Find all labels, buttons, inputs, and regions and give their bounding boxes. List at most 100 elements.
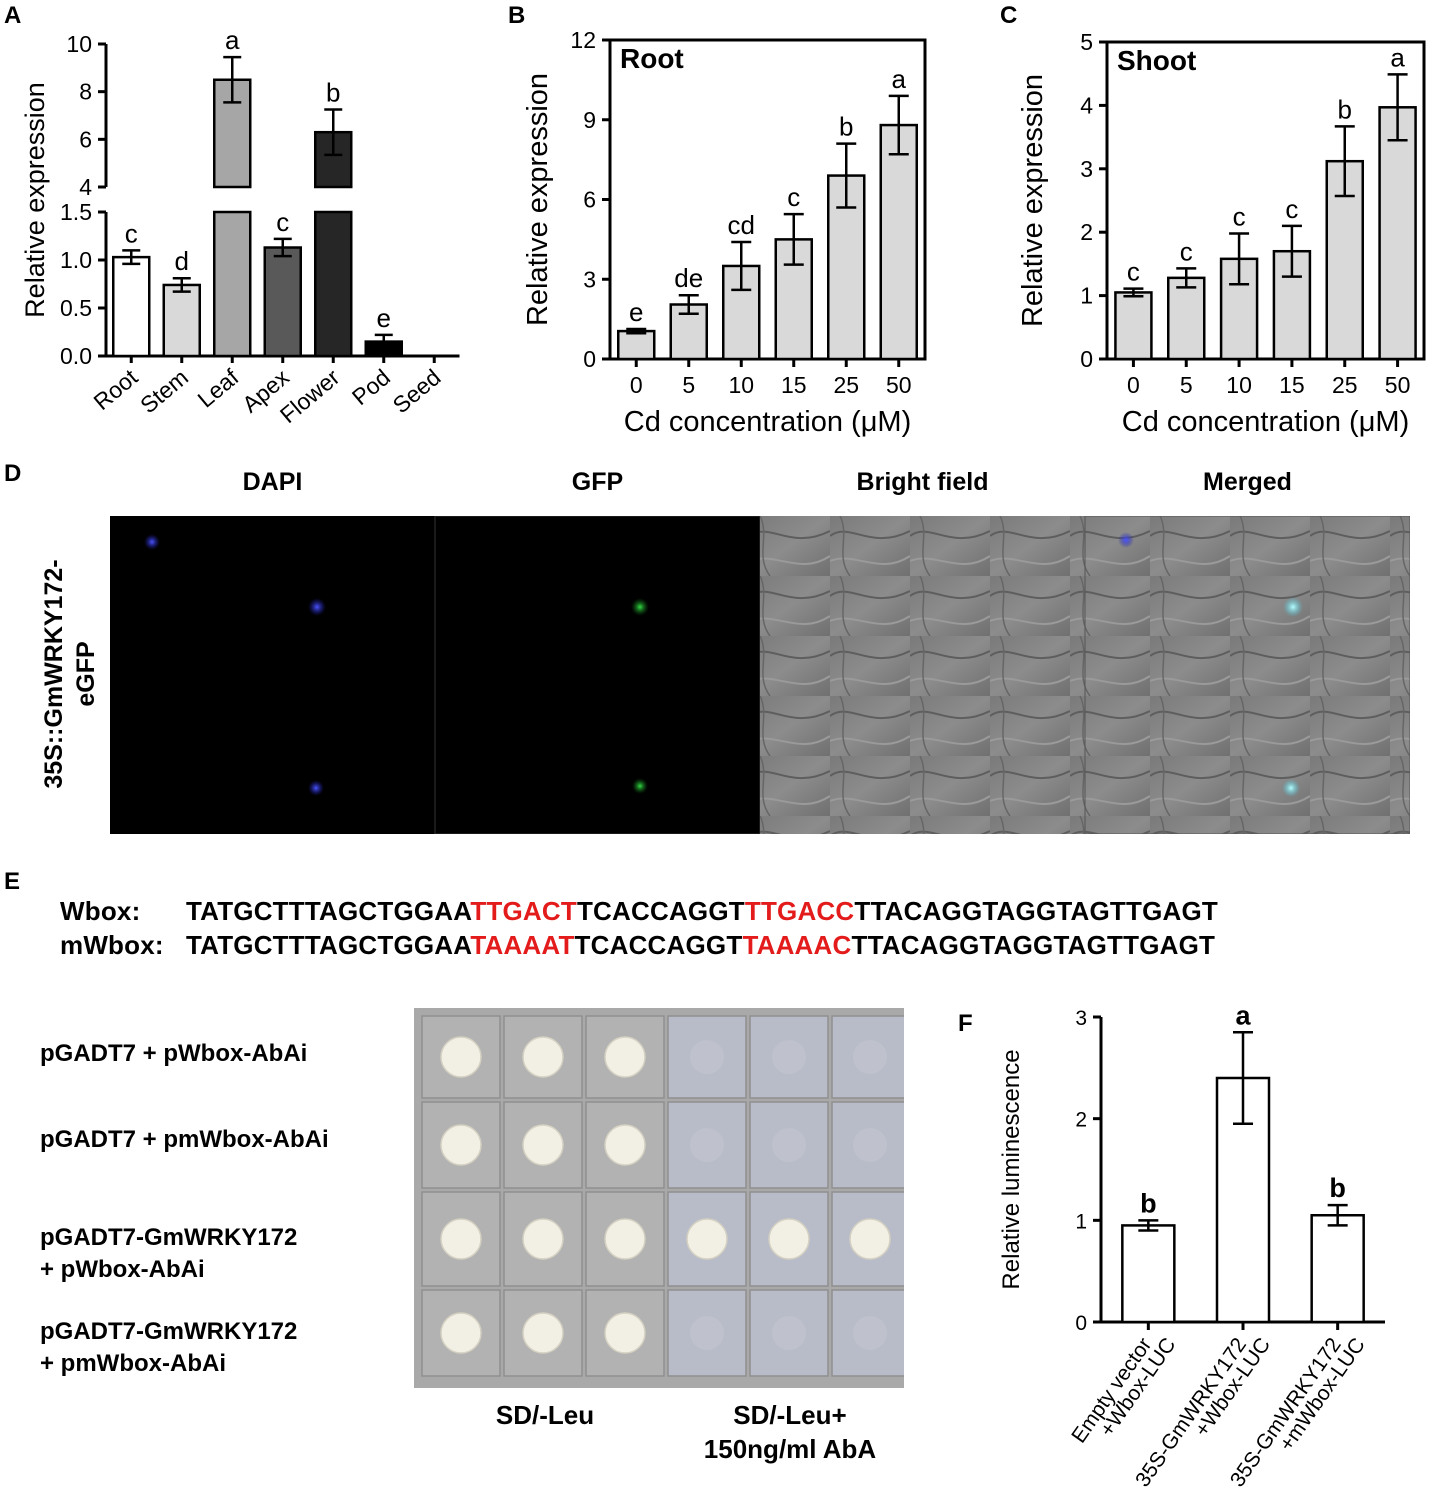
yeast-spot-faint: [690, 1128, 724, 1162]
chart-c-shoot-cd-expression: 0 1 2 3 4 5 Relative expression Shoot c 0 c 5 c 10 c 15…: [1017, 29, 1426, 438]
bar: [263, 246, 302, 358]
y-tick-label: 1: [1075, 1210, 1087, 1233]
bar: [879, 123, 918, 361]
significance-letter: cd: [728, 210, 755, 240]
x-tick-label: 15: [781, 372, 807, 398]
significance-letter: a: [225, 25, 240, 55]
wbox-seq-3: TTACAGGTAGGTAGTTGAGT: [854, 896, 1218, 926]
x-tick-label: Flower: [275, 364, 345, 428]
significance-letter: c: [125, 218, 138, 248]
yeast-colony: [440, 1124, 482, 1166]
x-tick-label: 5: [682, 372, 695, 398]
bar: [1121, 1224, 1176, 1324]
plot-frame: [1105, 40, 1426, 361]
chart-title: Root: [620, 43, 684, 74]
yeast-colony: [604, 1218, 646, 1260]
bright-field-image: [760, 516, 1085, 834]
mwbox-motif-1: TAAAAT: [470, 930, 575, 960]
yeast-colony: [440, 1036, 482, 1078]
chart-b-root-cd-expression: 0 3 6 9 12 Relative expression Root e 0 de 5 cd 10 c 1…: [522, 27, 927, 438]
bar: [213, 210, 252, 358]
x-axis-label: Cd concentration (μM): [624, 406, 911, 438]
y1h-row-label-line: pGADT7-GmWRKY172: [40, 1224, 298, 1251]
mwbox-seq-3: TTACAGGTAGGTAGTTGAGT: [851, 930, 1216, 960]
yeast-spot-faint: [853, 1040, 887, 1074]
yeast-spot-faint: [772, 1040, 806, 1074]
yeast-spot-faint: [853, 1316, 887, 1350]
yeast-spot-faint: [690, 1316, 724, 1350]
microscopy-row-label: 35S::GmWRKY172- eGFP: [38, 514, 104, 834]
mwbox-label: mWbox:: [60, 930, 164, 960]
y-axis-label: Relative expression: [522, 73, 554, 326]
x-tick-label: 0: [1127, 372, 1140, 398]
significance-letter: b: [1140, 1188, 1157, 1218]
y1h-row-label: pGADT7 + pmWbox-AbAi: [40, 1124, 329, 1156]
y-tick-label: 9: [583, 107, 596, 133]
bar: [617, 329, 656, 361]
y-tick-label: 3: [1080, 156, 1093, 182]
yeast-spot-faint: [690, 1040, 724, 1074]
mwbox-seq-1: TATGCTTTAGCTGGAA: [186, 930, 471, 960]
y-tick-label: 1.5: [60, 199, 92, 225]
y-tick-label: 2: [1080, 219, 1093, 245]
y-tick-label: 5: [1080, 29, 1093, 55]
row-label-line1: 35S::GmWRKY172-: [40, 559, 68, 789]
medium-label-sd-leu: SD/-Leu: [430, 1398, 660, 1432]
y-axis-label: Relative expression: [20, 82, 50, 318]
yeast-colony: [522, 1036, 564, 1078]
panel-letter-b: B: [508, 2, 526, 29]
y-axis-label: Relative luminescence: [998, 1049, 1025, 1289]
x-tick-label: Root: [89, 364, 143, 416]
panel-letter-c: C: [1000, 2, 1018, 29]
row-label-line2: eGFP: [72, 641, 100, 707]
y1h-row-label: pGADT7-GmWRKY172 + pWbox-AbAi: [40, 1222, 297, 1286]
column-header-gfp: GFP: [571, 468, 624, 496]
y-tick-label: 1.0: [60, 247, 92, 273]
significance-letter: d: [175, 246, 189, 276]
yeast-colony: [686, 1218, 728, 1260]
microscopy-headers: DAPI GFP Bright field Merged: [110, 468, 1410, 508]
y1h-row-label-line: + pWbox-AbAi: [40, 1256, 205, 1283]
dapi-nucleus: [308, 780, 324, 796]
yeast-colony: [604, 1036, 646, 1078]
significance-letter: a: [1235, 1000, 1251, 1030]
x-tick-label: 15: [1279, 372, 1305, 398]
y-tick-label: 1: [1080, 283, 1093, 309]
y-tick-label: 4: [1080, 92, 1093, 118]
significance-letter: c: [1233, 201, 1246, 231]
y-tick-label: 3: [1075, 1007, 1087, 1030]
x-tick-label: Pod: [347, 364, 395, 410]
significance-letter: de: [674, 263, 703, 293]
significance-letter: b: [839, 112, 853, 142]
y1h-row-label-line: pGADT7 + pmWbox-AbAi: [40, 1126, 329, 1153]
yeast-colony: [849, 1218, 891, 1260]
wbox-motif-2: TTGACC: [744, 896, 855, 926]
yeast-colony: [440, 1218, 482, 1260]
x-axis-label: Cd concentration (μM): [1122, 406, 1409, 438]
significance-letter: c: [1127, 257, 1140, 287]
chart-a-tissue-expression: 4 6 8 10 0.0 0.5 1.0 1.5 Relative expression c Roo…: [20, 25, 460, 428]
gfp-image: [434, 516, 761, 834]
panel-letter-f: F: [958, 1010, 973, 1037]
microscopy-images: [110, 516, 1410, 834]
x-tick-label: 50: [886, 372, 912, 398]
bar: [1310, 1214, 1365, 1324]
x-tick-label: 10: [1226, 372, 1252, 398]
y-tick-label: 12: [570, 27, 596, 53]
significance-letter: b: [1329, 1173, 1346, 1203]
yeast-colony: [604, 1312, 646, 1354]
dapi-nucleus: [308, 598, 326, 616]
y-tick-label: 10: [66, 31, 92, 57]
y-tick-label: 0.0: [60, 343, 92, 369]
gfp-nucleus: [632, 778, 648, 794]
medium-label-line: 150ng/ml AbA: [703, 1434, 877, 1464]
yeast-colony: [522, 1312, 564, 1354]
y-axis-label: Relative expression: [1017, 74, 1049, 327]
merged-nucleus: [1118, 532, 1134, 548]
y-tick-label: 6: [583, 187, 596, 213]
sequence-wbox: Wbox: TATGCTTTAGCTGGAATTGACTTCACCAGGTTTGA…: [60, 896, 1218, 927]
wbox-seq-1: TATGCTTTAGCTGGAA: [186, 896, 471, 926]
dapi-nucleus: [144, 534, 160, 550]
y-tick-label: 0: [1075, 1312, 1087, 1335]
